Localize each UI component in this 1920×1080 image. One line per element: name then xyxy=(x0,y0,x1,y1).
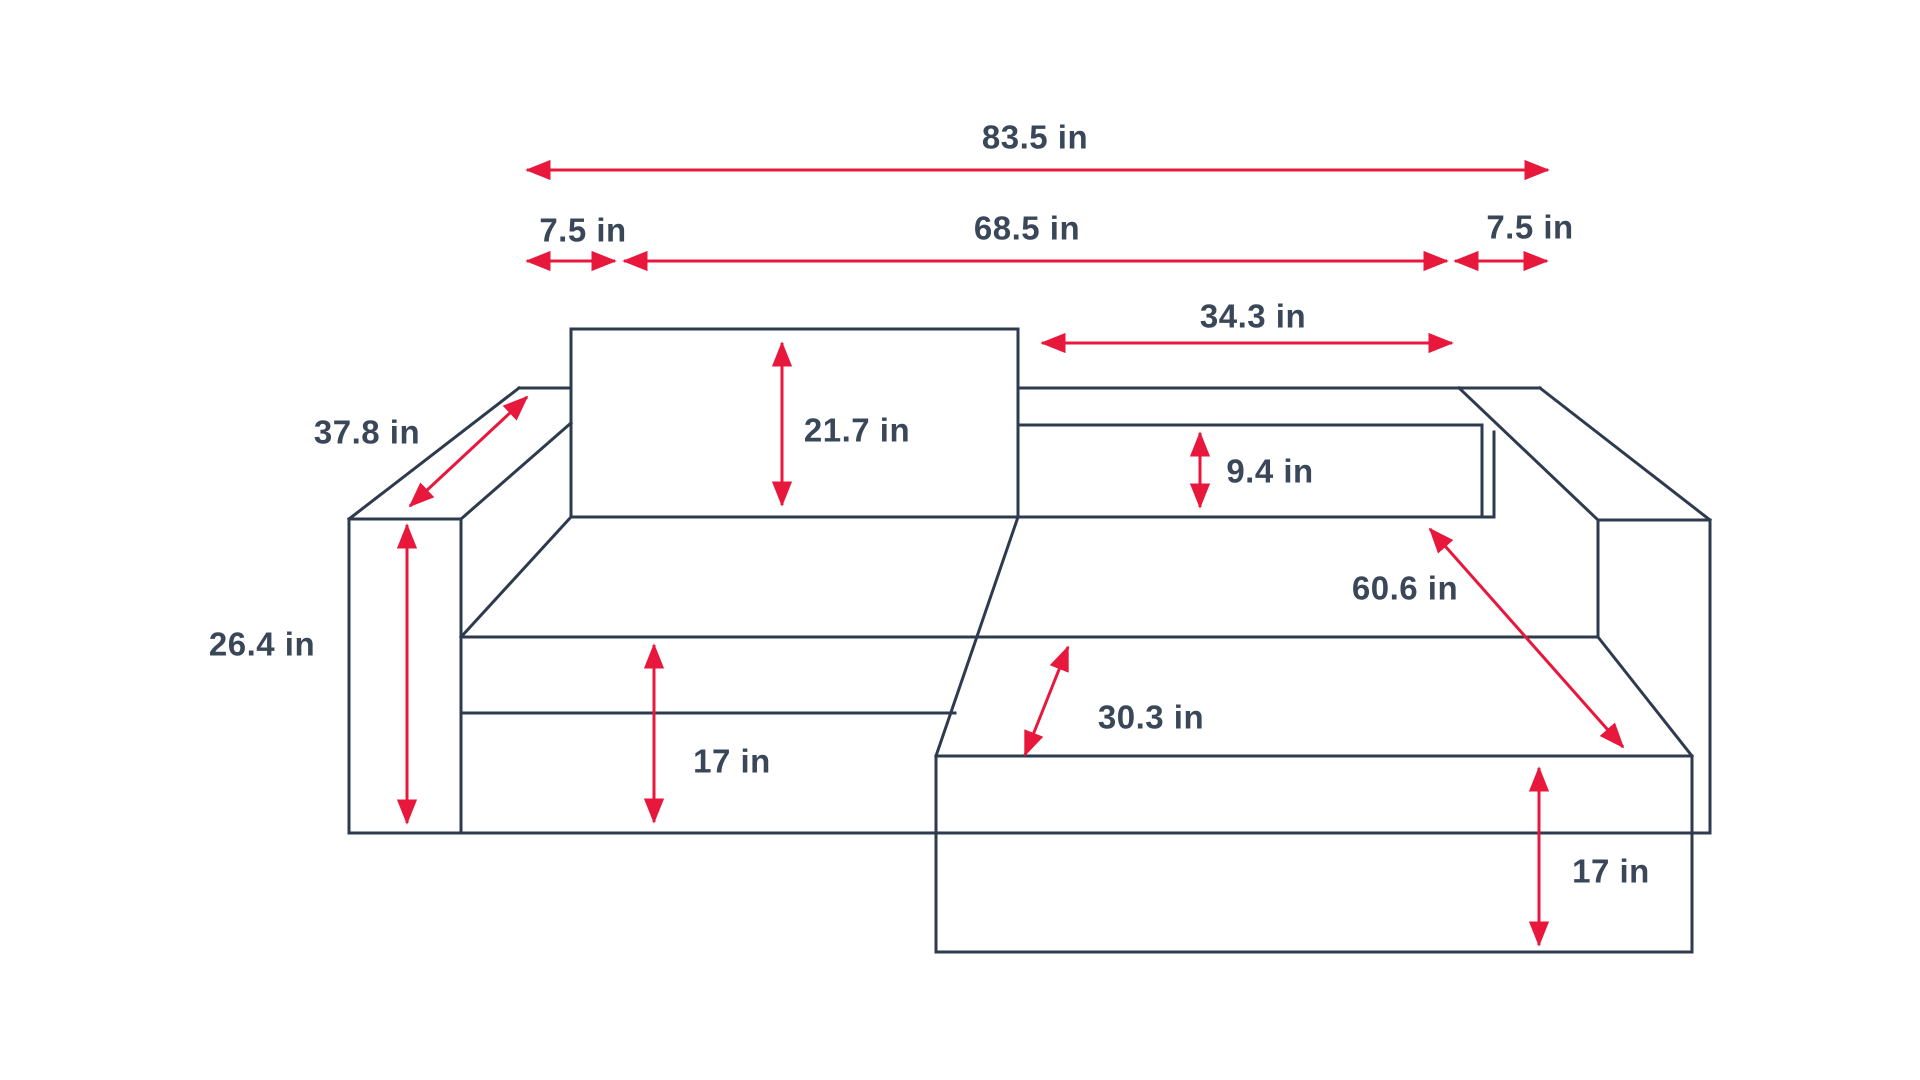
sofa-outline-segment xyxy=(1456,385,1601,523)
sofa-outline xyxy=(346,327,1713,954)
sofa-outline-segment xyxy=(458,420,574,522)
dimension-label: 17 in xyxy=(693,743,771,780)
dimension-37.8-diagonal-5: 37.8 in xyxy=(314,395,529,508)
dimension-arrow xyxy=(1023,645,1070,757)
dimension-9.4-vertical-7: 9.4 in xyxy=(1189,431,1313,509)
dimension-label: 21.7 in xyxy=(804,412,910,449)
dimension-arrow xyxy=(1428,527,1625,749)
dimension-17-vertical-9: 17 in xyxy=(643,643,771,824)
dimension-21.7-vertical-6: 21.7 in xyxy=(771,341,910,507)
dimension-label: 83.5 in xyxy=(982,119,1088,156)
dimension-7.5-horizontal-3: 7.5 in xyxy=(1453,209,1573,272)
dimension-label: 7.5 in xyxy=(539,212,626,249)
dimension-7.5-horizontal-1: 7.5 in xyxy=(525,212,626,272)
dimension-26.4-vertical-8: 26.4 in xyxy=(209,523,418,825)
sofa-outline-segment xyxy=(1537,385,1713,523)
dimension-label: 37.8 in xyxy=(314,414,420,451)
dimension-68.5-horizontal-2: 68.5 in xyxy=(622,210,1449,272)
dimension-83.5-horizontal-0: 83.5 in xyxy=(525,119,1550,181)
dimension-label: 34.3 in xyxy=(1200,298,1306,335)
dimension-label: 17 in xyxy=(1572,853,1650,890)
dimension-label: 9.4 in xyxy=(1226,453,1313,490)
dimension-label: 68.5 in xyxy=(974,210,1080,247)
dimension-label: 60.6 in xyxy=(1352,570,1458,607)
dimension-label: 30.3 in xyxy=(1098,699,1204,736)
sofa-outline-segment xyxy=(346,385,522,522)
dimension-label: 26.4 in xyxy=(209,626,315,663)
dimension-arrow xyxy=(408,395,529,508)
sofa-outline-segment xyxy=(934,515,1020,758)
dimension-34.3-horizontal-4: 34.3 in xyxy=(1040,298,1454,354)
sofa-outline-segment xyxy=(1595,634,1695,759)
dimension-label: 7.5 in xyxy=(1486,209,1573,246)
dimension-17-vertical-12: 17 in xyxy=(1528,766,1650,947)
dimension-30.3-diagonal-11: 30.3 in xyxy=(1023,645,1204,757)
dimension-60.6-diagonal-10: 60.6 in xyxy=(1352,527,1625,749)
sofa-outline-segment xyxy=(458,514,574,640)
